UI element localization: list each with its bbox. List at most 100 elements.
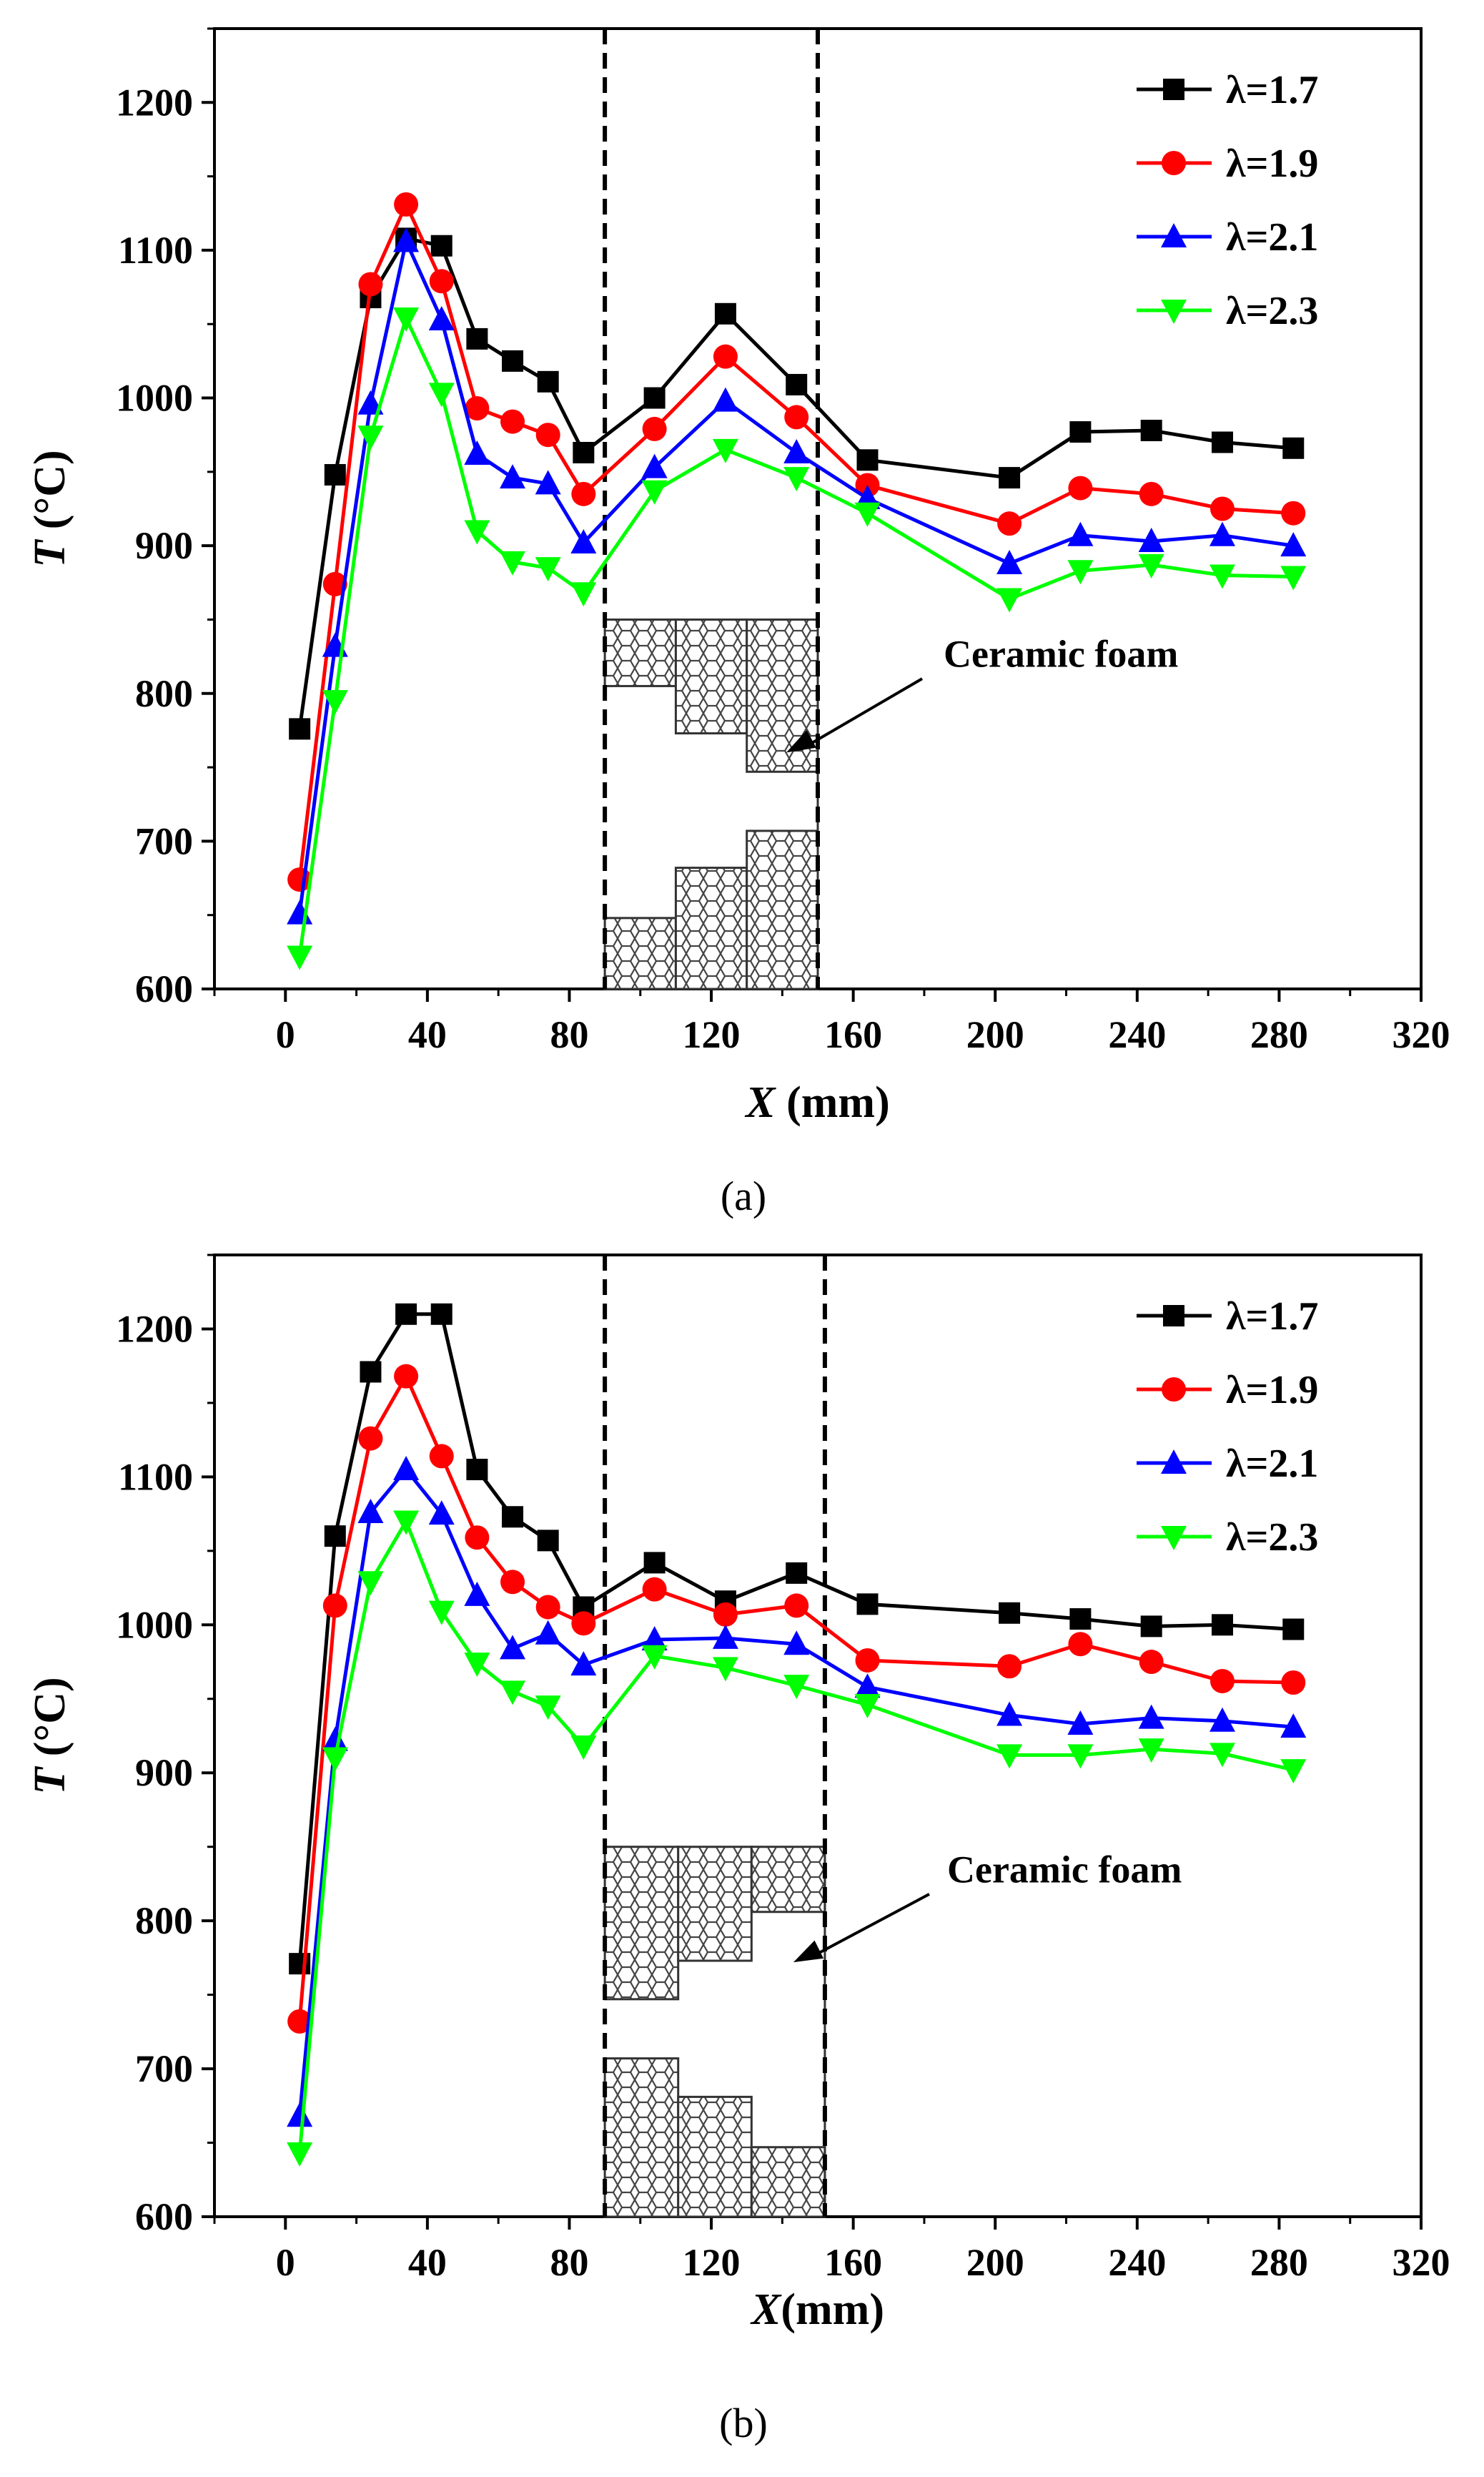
data-point (1068, 476, 1093, 501)
x-tick-label: 0 (276, 2241, 295, 2284)
data-point (1140, 419, 1162, 441)
data-point (641, 1645, 668, 1670)
foam-block-lower (750, 2146, 826, 2218)
legend-label: λ=1.9 (1226, 1368, 1318, 1412)
data-point (570, 1735, 597, 1760)
data-point (289, 718, 311, 740)
data-point (1281, 501, 1306, 526)
data-point (287, 2142, 313, 2167)
legend-marker (1161, 1449, 1187, 1474)
data-point (360, 1361, 382, 1383)
data-point (1211, 431, 1233, 453)
data-point (500, 551, 526, 576)
data-point (713, 344, 738, 369)
chart-b: 0 40 80 120 160 200 240 280 320 600 700 800 900 1000 1… (26, 1254, 1450, 2446)
data-point (428, 306, 455, 331)
data-point (322, 1747, 348, 1772)
data-point (1210, 496, 1235, 521)
data-point (642, 416, 667, 441)
data-point (1138, 1738, 1164, 1763)
data-point (996, 1744, 1023, 1769)
legend-label: λ=2.3 (1226, 289, 1318, 333)
y-tick-label: 600 (135, 967, 193, 1010)
data-point (464, 440, 490, 466)
ceramic-foam-label: Ceramic foam (947, 1848, 1182, 1891)
data-point (535, 423, 560, 448)
y-tick-label: 1200 (116, 81, 193, 124)
data-point (1210, 1668, 1235, 1693)
data-point (786, 1562, 808, 1584)
foam-block-upper (674, 618, 748, 735)
data-point (535, 1695, 561, 1720)
data-point (1282, 437, 1305, 459)
data-point (464, 1581, 490, 1606)
data-point (855, 1648, 880, 1673)
data-point (535, 1620, 561, 1645)
data-point (358, 272, 383, 297)
data-point (1067, 1744, 1094, 1769)
data-point (712, 387, 738, 412)
foam-block-upper (603, 618, 677, 687)
data-point (465, 396, 490, 421)
y-tick-label: 1000 (116, 1603, 193, 1646)
y-tick-label: 1100 (118, 229, 193, 272)
data-point (1280, 532, 1307, 557)
data-point (430, 1303, 452, 1325)
data-point (641, 480, 668, 505)
data-point (712, 1624, 738, 1649)
x-tick-label: 320 (1393, 1013, 1450, 1056)
data-point (500, 1680, 526, 1705)
data-point (854, 1673, 881, 1698)
y-tick-label: 1100 (118, 1455, 193, 1498)
foam-block-lower (677, 2095, 753, 2218)
x-tick-label: 200 (966, 2241, 1024, 2284)
data-point (996, 1701, 1023, 1726)
data-point (1069, 1608, 1092, 1630)
y-axis-symbol: T (26, 1766, 74, 1795)
data-point (357, 390, 384, 415)
data-point (324, 463, 346, 486)
data-point (500, 409, 525, 434)
legend-marker (1161, 300, 1187, 324)
data-point (358, 1426, 383, 1451)
ceramic-foam-label: Ceramic foam (944, 633, 1178, 676)
data-point (570, 529, 597, 554)
series-line (297, 316, 1294, 957)
y-tick-label: 900 (135, 1751, 193, 1794)
data-point (996, 549, 1023, 574)
data-point (393, 227, 420, 252)
data-point (287, 945, 313, 970)
x-axis-unit: (mm) (776, 1078, 890, 1127)
data-point (714, 302, 736, 325)
data-point (464, 520, 490, 545)
y-axis-title: T (°C) (26, 450, 74, 567)
y-axis-unit: (°C) (26, 450, 74, 540)
data-point (393, 307, 420, 332)
y-tick-label: 800 (135, 672, 193, 715)
series-1 (287, 192, 1306, 892)
x-tick-label: 120 (683, 1013, 741, 1056)
data-point (1209, 564, 1235, 589)
caption-text: (b) (719, 2400, 768, 2446)
data-point (324, 1525, 346, 1547)
legend-label: λ=2.1 (1226, 215, 1318, 260)
x-axis-title: X (mm) (744, 1078, 889, 1127)
data-point (429, 269, 454, 294)
x-axis-unit: (mm) (781, 2285, 884, 2334)
y-axis-unit: (°C) (26, 1677, 74, 1767)
x-tick-label: 0 (276, 1013, 295, 1056)
foam-block-lower (746, 829, 819, 990)
legend-marker (1162, 151, 1186, 175)
series-2 (287, 1456, 1307, 2127)
x-tick-label: 160 (824, 2241, 882, 2284)
data-point (571, 1611, 596, 1636)
x-tick-label: 120 (683, 2241, 741, 2284)
data-point (712, 1657, 738, 1682)
annotation-arrow-head (786, 730, 816, 753)
data-point (393, 1456, 420, 1481)
legend-label: λ=1.7 (1226, 68, 1318, 112)
legend-marker (1162, 1377, 1186, 1402)
data-point (1138, 554, 1164, 579)
data-point (1069, 421, 1092, 443)
data-point (394, 1364, 419, 1389)
